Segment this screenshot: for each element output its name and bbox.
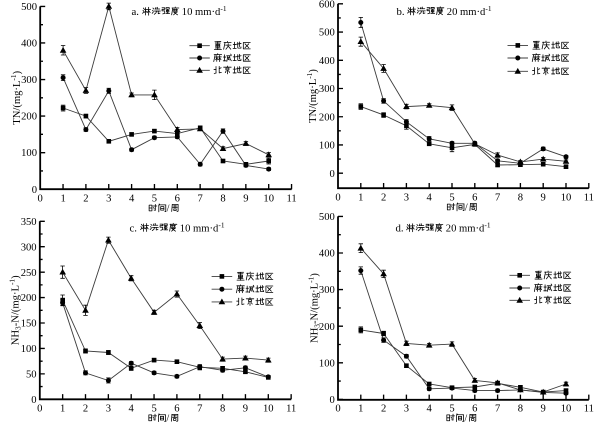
svg-text:5: 5	[151, 404, 156, 415]
svg-text:20 mm·d-1: 20 mm·d-1	[446, 221, 491, 235]
svg-text:500: 500	[319, 212, 335, 223]
svg-text:100: 100	[21, 148, 37, 159]
svg-text:300: 300	[21, 242, 37, 253]
svg-text:1: 1	[60, 404, 65, 415]
svg-text:600: 600	[319, 0, 335, 10]
svg-text:200: 200	[21, 293, 37, 304]
svg-text:100: 100	[319, 141, 335, 152]
svg-text:100: 100	[319, 358, 335, 369]
svg-text:9: 9	[541, 404, 546, 415]
svg-text:200: 200	[319, 112, 335, 123]
svg-text:1: 1	[60, 193, 65, 204]
svg-text:8: 8	[518, 192, 523, 203]
svg-text:9: 9	[541, 192, 546, 203]
svg-text:0: 0	[31, 395, 36, 406]
svg-text:0: 0	[32, 185, 37, 196]
svg-text:10: 10	[263, 193, 274, 204]
svg-text:NH3-N/(mg·L-1): NH3-N/(mg·L-1)	[307, 273, 322, 343]
svg-text:250: 250	[21, 268, 37, 279]
svg-text:200: 200	[21, 112, 37, 123]
svg-text:20 mm·d-1: 20 mm·d-1	[447, 4, 492, 18]
svg-text:5: 5	[152, 193, 157, 204]
svg-text:8: 8	[518, 404, 523, 415]
svg-text:2: 2	[381, 404, 386, 415]
svg-text:5: 5	[449, 192, 454, 203]
svg-text:10: 10	[561, 404, 572, 415]
svg-text:10 mm·d-1: 10 mm·d-1	[180, 220, 225, 234]
svg-text:6: 6	[472, 192, 477, 203]
svg-text:8: 8	[220, 404, 225, 415]
svg-text:/: /	[465, 203, 468, 214]
svg-text:500: 500	[319, 28, 335, 39]
svg-text:400: 400	[319, 56, 335, 67]
svg-text:0: 0	[38, 193, 43, 204]
svg-text:0: 0	[335, 192, 340, 203]
svg-text:TN/(mg·L-1): TN/(mg·L-1)	[305, 69, 319, 123]
svg-text:6: 6	[472, 404, 477, 415]
svg-text:2: 2	[381, 192, 386, 203]
svg-text:500: 500	[21, 2, 37, 13]
svg-text:0: 0	[37, 404, 42, 415]
svg-text:0: 0	[330, 169, 335, 180]
svg-text:300: 300	[21, 75, 37, 86]
svg-text:7: 7	[495, 192, 500, 203]
svg-text:150: 150	[21, 319, 37, 330]
svg-text:8: 8	[220, 193, 225, 204]
svg-text:3: 3	[106, 193, 111, 204]
svg-text:1: 1	[358, 404, 363, 415]
svg-text:3: 3	[404, 192, 409, 203]
svg-text:11: 11	[584, 192, 594, 203]
svg-text:2: 2	[83, 193, 88, 204]
svg-text:b.: b.	[397, 6, 405, 18]
svg-text:NH3-N/(mg·L-1): NH3-N/(mg·L-1)	[8, 275, 23, 345]
svg-text:/: /	[167, 204, 170, 215]
svg-text:350: 350	[21, 217, 37, 228]
svg-text:200: 200	[319, 322, 335, 333]
svg-text:10: 10	[263, 404, 274, 415]
svg-text:c.: c.	[130, 222, 138, 234]
svg-text:7: 7	[495, 404, 500, 415]
svg-text:/: /	[464, 413, 467, 424]
svg-text:6: 6	[175, 193, 180, 204]
svg-text:4: 4	[427, 192, 433, 203]
svg-text:4: 4	[427, 404, 433, 415]
svg-text:3: 3	[106, 404, 111, 415]
svg-text:a.: a.	[132, 6, 140, 18]
svg-text:/: /	[166, 413, 169, 424]
svg-text:100: 100	[21, 344, 37, 355]
svg-text:300: 300	[319, 285, 335, 296]
svg-text:11: 11	[584, 404, 594, 415]
svg-text:4: 4	[129, 404, 135, 415]
svg-text:10: 10	[561, 192, 572, 203]
svg-text:9: 9	[243, 193, 248, 204]
svg-text:11: 11	[286, 404, 296, 415]
svg-text:9: 9	[243, 404, 248, 415]
svg-text:7: 7	[197, 404, 202, 415]
svg-text:d.: d.	[396, 223, 404, 235]
svg-text:400: 400	[21, 39, 37, 50]
svg-text:50: 50	[26, 369, 37, 380]
svg-text:300: 300	[319, 84, 335, 95]
svg-text:400: 400	[319, 249, 335, 260]
svg-text:2: 2	[83, 404, 88, 415]
svg-text:0: 0	[330, 395, 335, 406]
svg-text:1: 1	[358, 192, 363, 203]
svg-text:0: 0	[335, 404, 340, 415]
svg-text:TN/(mg·L-1): TN/(mg·L-1)	[9, 70, 23, 124]
svg-text:10 mm·d-1: 10 mm·d-1	[182, 4, 227, 18]
svg-text:7: 7	[198, 193, 203, 204]
svg-text:6: 6	[174, 404, 179, 415]
svg-text:3: 3	[404, 404, 409, 415]
svg-text:4: 4	[129, 193, 135, 204]
svg-text:11: 11	[286, 193, 296, 204]
svg-text:5: 5	[449, 404, 454, 415]
